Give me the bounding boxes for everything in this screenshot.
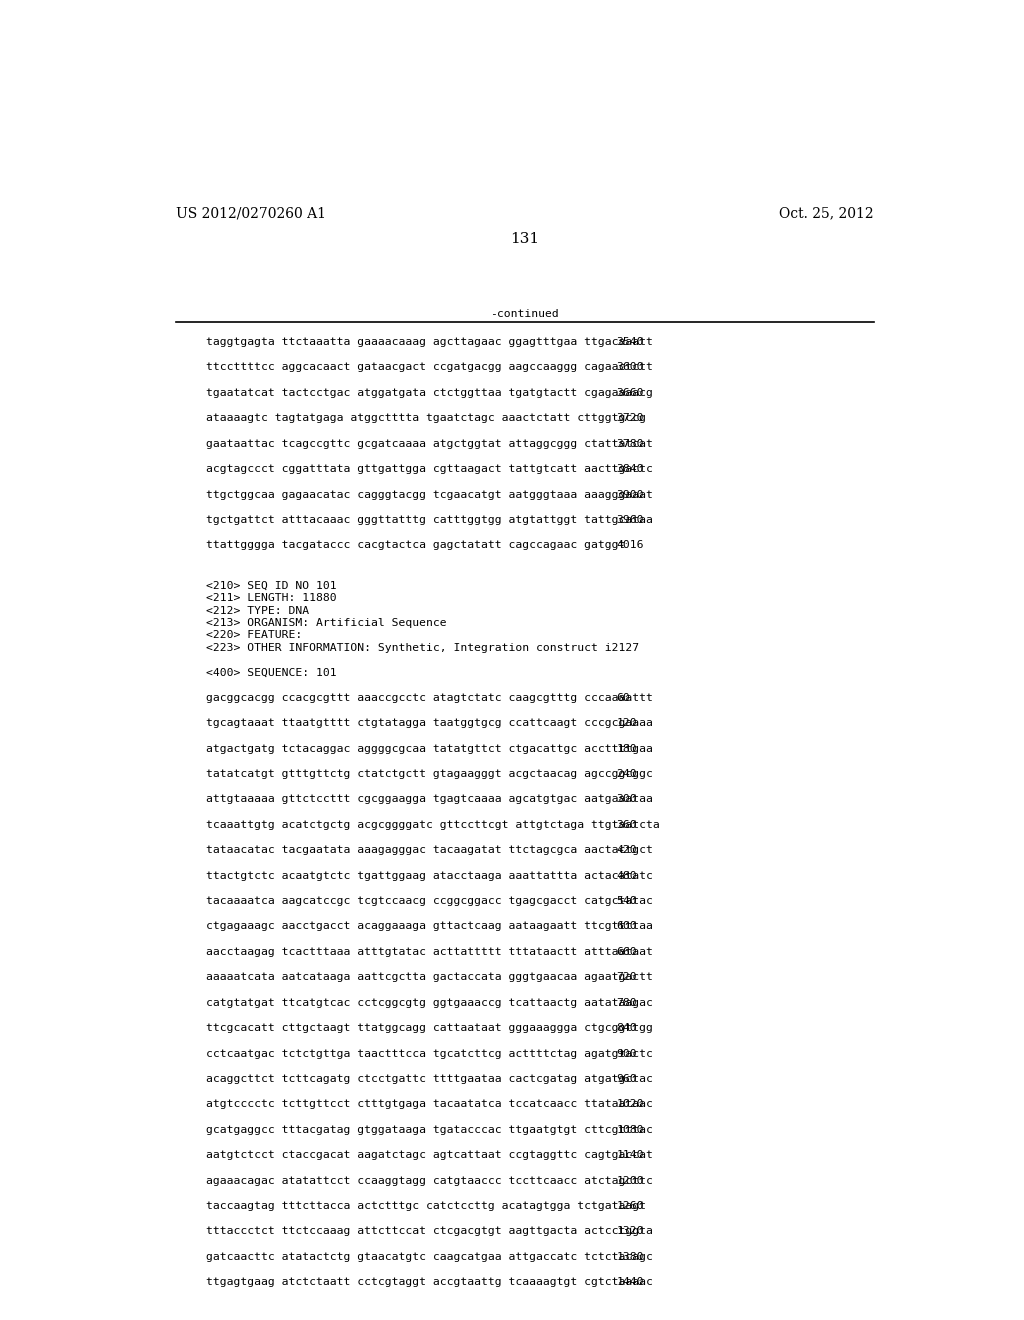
Text: 4016: 4016 xyxy=(616,540,644,550)
Text: 1020: 1020 xyxy=(616,1100,644,1109)
Text: 900: 900 xyxy=(616,1048,637,1059)
Text: 1440: 1440 xyxy=(616,1278,644,1287)
Text: 600: 600 xyxy=(616,921,637,932)
Text: 420: 420 xyxy=(616,845,637,855)
Text: 1140: 1140 xyxy=(616,1150,644,1160)
Text: taccaagtag tttcttacca actctttgc catctccttg acatagtgga tctgataagt: taccaagtag tttcttacca actctttgc catctcct… xyxy=(206,1201,645,1210)
Text: tgctgattct atttacaaac gggttatttg catttggtgg atgtattggt tattgcataa: tgctgattct atttacaaac gggttatttg catttgg… xyxy=(206,515,652,525)
Text: 540: 540 xyxy=(616,896,637,906)
Text: gaataattac tcagccgttc gcgatcaaaa atgctggtat attaggcggg ctattatcat: gaataattac tcagccgttc gcgatcaaaa atgctgg… xyxy=(206,438,652,449)
Text: gcatgaggcc tttacgatag gtggataaga tgatacccac ttgaatgtgt cttcgtttac: gcatgaggcc tttacgatag gtggataaga tgatacc… xyxy=(206,1125,652,1135)
Text: 780: 780 xyxy=(616,998,637,1007)
Text: ttccttttcc aggcacaact gataacgact ccgatgacgg aagccaaggg cagaactctt: ttccttttcc aggcacaact gataacgact ccgatga… xyxy=(206,363,652,372)
Text: 660: 660 xyxy=(616,946,637,957)
Text: tgaatatcat tactcctgac atggatgata ctctggttaa tgatgtactt cgagaaaacg: tgaatatcat tactcctgac atggatgata ctctggt… xyxy=(206,388,652,397)
Text: 360: 360 xyxy=(616,820,637,830)
Text: 1080: 1080 xyxy=(616,1125,644,1135)
Text: 480: 480 xyxy=(616,871,637,880)
Text: 3660: 3660 xyxy=(616,388,644,397)
Text: ttactgtctc acaatgtctc tgattggaag atacctaaga aaattattta actacatatc: ttactgtctc acaatgtctc tgattggaag ataccta… xyxy=(206,871,652,880)
Text: aacctaagag tcactttaaa atttgtatac acttattttt tttataactt atttaataat: aacctaagag tcactttaaa atttgtatac acttatt… xyxy=(206,946,652,957)
Text: ttattgggga tacgataccc cacgtactca gagctatatt cagccagaac gatggt: ttattgggga tacgataccc cacgtactca gagctat… xyxy=(206,540,625,550)
Text: tacaaaatca aagcatccgc tcgtccaacg ccggcggacc tgagcgacct catgctatac: tacaaaatca aagcatccgc tcgtccaacg ccggcgg… xyxy=(206,896,652,906)
Text: 240: 240 xyxy=(616,770,637,779)
Text: 3720: 3720 xyxy=(616,413,644,424)
Text: US 2012/0270260 A1: US 2012/0270260 A1 xyxy=(176,206,326,220)
Text: 840: 840 xyxy=(616,1023,637,1034)
Text: aatgtctcct ctaccgacat aagatctagc agtcattaat ccgtaggttc cagtgaccat: aatgtctcct ctaccgacat aagatctagc agtcatt… xyxy=(206,1150,652,1160)
Text: gacggcacgg ccacgcgttt aaaccgcctc atagtctatc caagcgtttg cccaaaattt: gacggcacgg ccacgcgttt aaaccgcctc atagtct… xyxy=(206,693,652,702)
Text: taggtgagta ttctaaatta gaaaacaaag agcttagaac ggagtttgaa ttgacaaatt: taggtgagta ttctaaatta gaaaacaaag agcttag… xyxy=(206,337,652,347)
Text: 3540: 3540 xyxy=(616,337,644,347)
Text: 3960: 3960 xyxy=(616,515,644,525)
Text: 3900: 3900 xyxy=(616,490,644,499)
Text: 720: 720 xyxy=(616,973,637,982)
Text: tttaccctct ttctccaaag attcttccat ctcgacgtgt aagttgacta actcctggta: tttaccctct ttctccaaag attcttccat ctcgacg… xyxy=(206,1226,652,1237)
Text: tgcagtaaat ttaatgtttt ctgtatagga taatggtgcg ccattcaagt cccgcgaaaa: tgcagtaaat ttaatgtttt ctgtatagga taatggt… xyxy=(206,718,652,729)
Text: 120: 120 xyxy=(616,718,637,729)
Text: atgactgatg tctacaggac aggggcgcaa tatatgttct ctgacattgc accttttgaa: atgactgatg tctacaggac aggggcgcaa tatatgt… xyxy=(206,743,652,754)
Text: 131: 131 xyxy=(510,231,540,246)
Text: atgtcccctc tcttgttcct ctttgtgaga tacaatatca tccatcaacc ttataataac: atgtcccctc tcttgttcct ctttgtgaga tacaata… xyxy=(206,1100,652,1109)
Text: <400> SEQUENCE: 101: <400> SEQUENCE: 101 xyxy=(206,668,336,677)
Text: 1380: 1380 xyxy=(616,1251,644,1262)
Text: -continued: -continued xyxy=(490,309,559,318)
Text: acaggcttct tcttcagatg ctcctgattc ttttgaataa cactcgatag atgatgctac: acaggcttct tcttcagatg ctcctgattc ttttgaa… xyxy=(206,1074,652,1084)
Text: 1260: 1260 xyxy=(616,1201,644,1210)
Text: 960: 960 xyxy=(616,1074,637,1084)
Text: acgtagccct cggatttata gttgattgga cgttaagact tattgtcatt aacttgactc: acgtagccct cggatttata gttgattgga cgttaag… xyxy=(206,465,652,474)
Text: <223> OTHER INFORMATION: Synthetic, Integration construct i2127: <223> OTHER INFORMATION: Synthetic, Inte… xyxy=(206,643,639,652)
Text: ttgagtgaag atctctaatt cctcgtaggt accgtaattg tcaaaagtgt cgtctaaaac: ttgagtgaag atctctaatt cctcgtaggt accgtaa… xyxy=(206,1278,652,1287)
Text: tataacatac tacgaatata aaagagggac tacaagatat ttctagcgca aactactgct: tataacatac tacgaatata aaagagggac tacaaga… xyxy=(206,845,652,855)
Text: <213> ORGANISM: Artificial Sequence: <213> ORGANISM: Artificial Sequence xyxy=(206,618,446,628)
Text: cctcaatgac tctctgttga taactttcca tgcatcttcg acttttctag agatgtactc: cctcaatgac tctctgttga taactttcca tgcatct… xyxy=(206,1048,652,1059)
Text: agaaacagac atatattcct ccaaggtagg catgtaaccc tccttcaacc atctagcttc: agaaacagac atatattcct ccaaggtagg catgtaa… xyxy=(206,1176,652,1185)
Text: catgtatgat ttcatgtcac cctcggcgtg ggtgaaaccg tcattaactg aatataagac: catgtatgat ttcatgtcac cctcggcgtg ggtgaaa… xyxy=(206,998,652,1007)
Text: tatatcatgt gtttgttctg ctatctgctt gtagaagggt acgctaacag agccggcggc: tatatcatgt gtttgttctg ctatctgctt gtagaag… xyxy=(206,770,652,779)
Text: gatcaacttc atatactctg gtaacatgtc caagcatgaa attgaccatc tctctacagc: gatcaacttc atatactctg gtaacatgtc caagcat… xyxy=(206,1251,652,1262)
Text: ttcgcacatt cttgctaagt ttatggcagg cattaataat gggaaaggga ctgcggttgg: ttcgcacatt cttgctaagt ttatggcagg cattaat… xyxy=(206,1023,652,1034)
Text: 300: 300 xyxy=(616,795,637,804)
Text: <212> TYPE: DNA: <212> TYPE: DNA xyxy=(206,606,308,615)
Text: attgtaaaaa gttctccttt cgcggaagga tgagtcaaaa agcatgtgac aatgaaataa: attgtaaaaa gttctccttt cgcggaagga tgagtca… xyxy=(206,795,652,804)
Text: 3840: 3840 xyxy=(616,465,644,474)
Text: 3600: 3600 xyxy=(616,363,644,372)
Text: 60: 60 xyxy=(616,693,630,702)
Text: ataaaagtc tagtatgaga atggctttta tgaatctagc aaactctatt cttggtgccg: ataaaagtc tagtatgaga atggctttta tgaatcta… xyxy=(206,413,645,424)
Text: ttgctggcaa gagaacatac cagggtacgg tcgaacatgt aatgggtaaa aaagggaaat: ttgctggcaa gagaacatac cagggtacgg tcgaaca… xyxy=(206,490,652,499)
Text: ctgagaaagc aacctgacct acaggaaaga gttactcaag aataagaatt ttcgttttaa: ctgagaaagc aacctgacct acaggaaaga gttactc… xyxy=(206,921,652,932)
Text: 1200: 1200 xyxy=(616,1176,644,1185)
Text: <210> SEQ ID NO 101: <210> SEQ ID NO 101 xyxy=(206,581,336,591)
Text: <211> LENGTH: 11880: <211> LENGTH: 11880 xyxy=(206,594,336,603)
Text: 3780: 3780 xyxy=(616,438,644,449)
Text: tcaaattgtg acatctgctg acgcggggatc gttccttcgt attgtctaga ttgtaatcta: tcaaattgtg acatctgctg acgcggggatc gttcct… xyxy=(206,820,659,830)
Text: Oct. 25, 2012: Oct. 25, 2012 xyxy=(779,206,873,220)
Text: 180: 180 xyxy=(616,743,637,754)
Text: <220> FEATURE:: <220> FEATURE: xyxy=(206,631,302,640)
Text: aaaaatcata aatcataaga aattcgctta gactaccata gggtgaacaa agaatgactt: aaaaatcata aatcataaga aattcgctta gactacc… xyxy=(206,973,652,982)
Text: 1320: 1320 xyxy=(616,1226,644,1237)
